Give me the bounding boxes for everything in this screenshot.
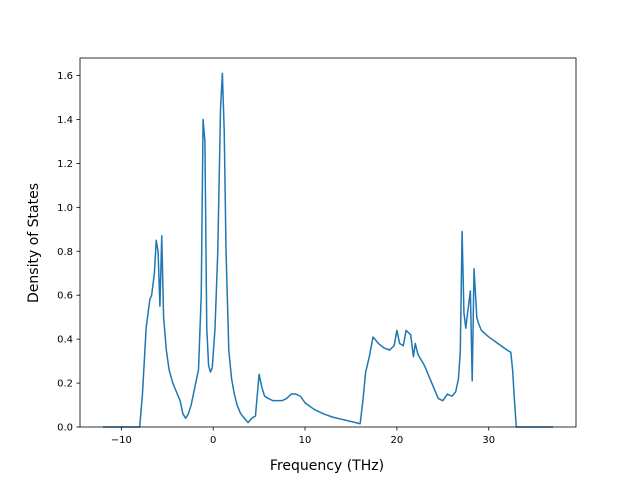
dos-series-line-0 (102, 72, 554, 428)
plot-area (79, 57, 577, 428)
y-tick-label: 1.0 (57, 203, 73, 214)
axes-frame (79, 57, 577, 428)
y-tick-label: 0.0 (57, 423, 73, 434)
y-tick-label: 0.4 (57, 335, 73, 346)
x-axis-title: Frequency (THz) (270, 458, 384, 474)
y-tick-label: 1.4 (57, 115, 73, 126)
tick-marks (76, 75, 490, 431)
y-axis-title: Density of States (26, 183, 42, 303)
y-tick-label: 0.6 (57, 291, 73, 302)
x-tick-label: 10 (299, 435, 312, 446)
y-tick-label: 1.2 (57, 159, 73, 170)
x-tick-label: −10 (111, 435, 132, 446)
y-tick-label: 0.2 (57, 379, 73, 390)
x-tick-label: 30 (482, 435, 495, 446)
x-tick-label: 0 (210, 435, 216, 446)
tick-labels: −10 0 10 20 30 0.0 0.2 0.4 0.6 0.8 1.0 1.2 1.4 1.6 (57, 71, 495, 446)
y-tick-label: 0.8 (57, 247, 73, 258)
x-tick-label: 20 (391, 435, 404, 446)
y-tick-label: 1.6 (57, 71, 73, 82)
